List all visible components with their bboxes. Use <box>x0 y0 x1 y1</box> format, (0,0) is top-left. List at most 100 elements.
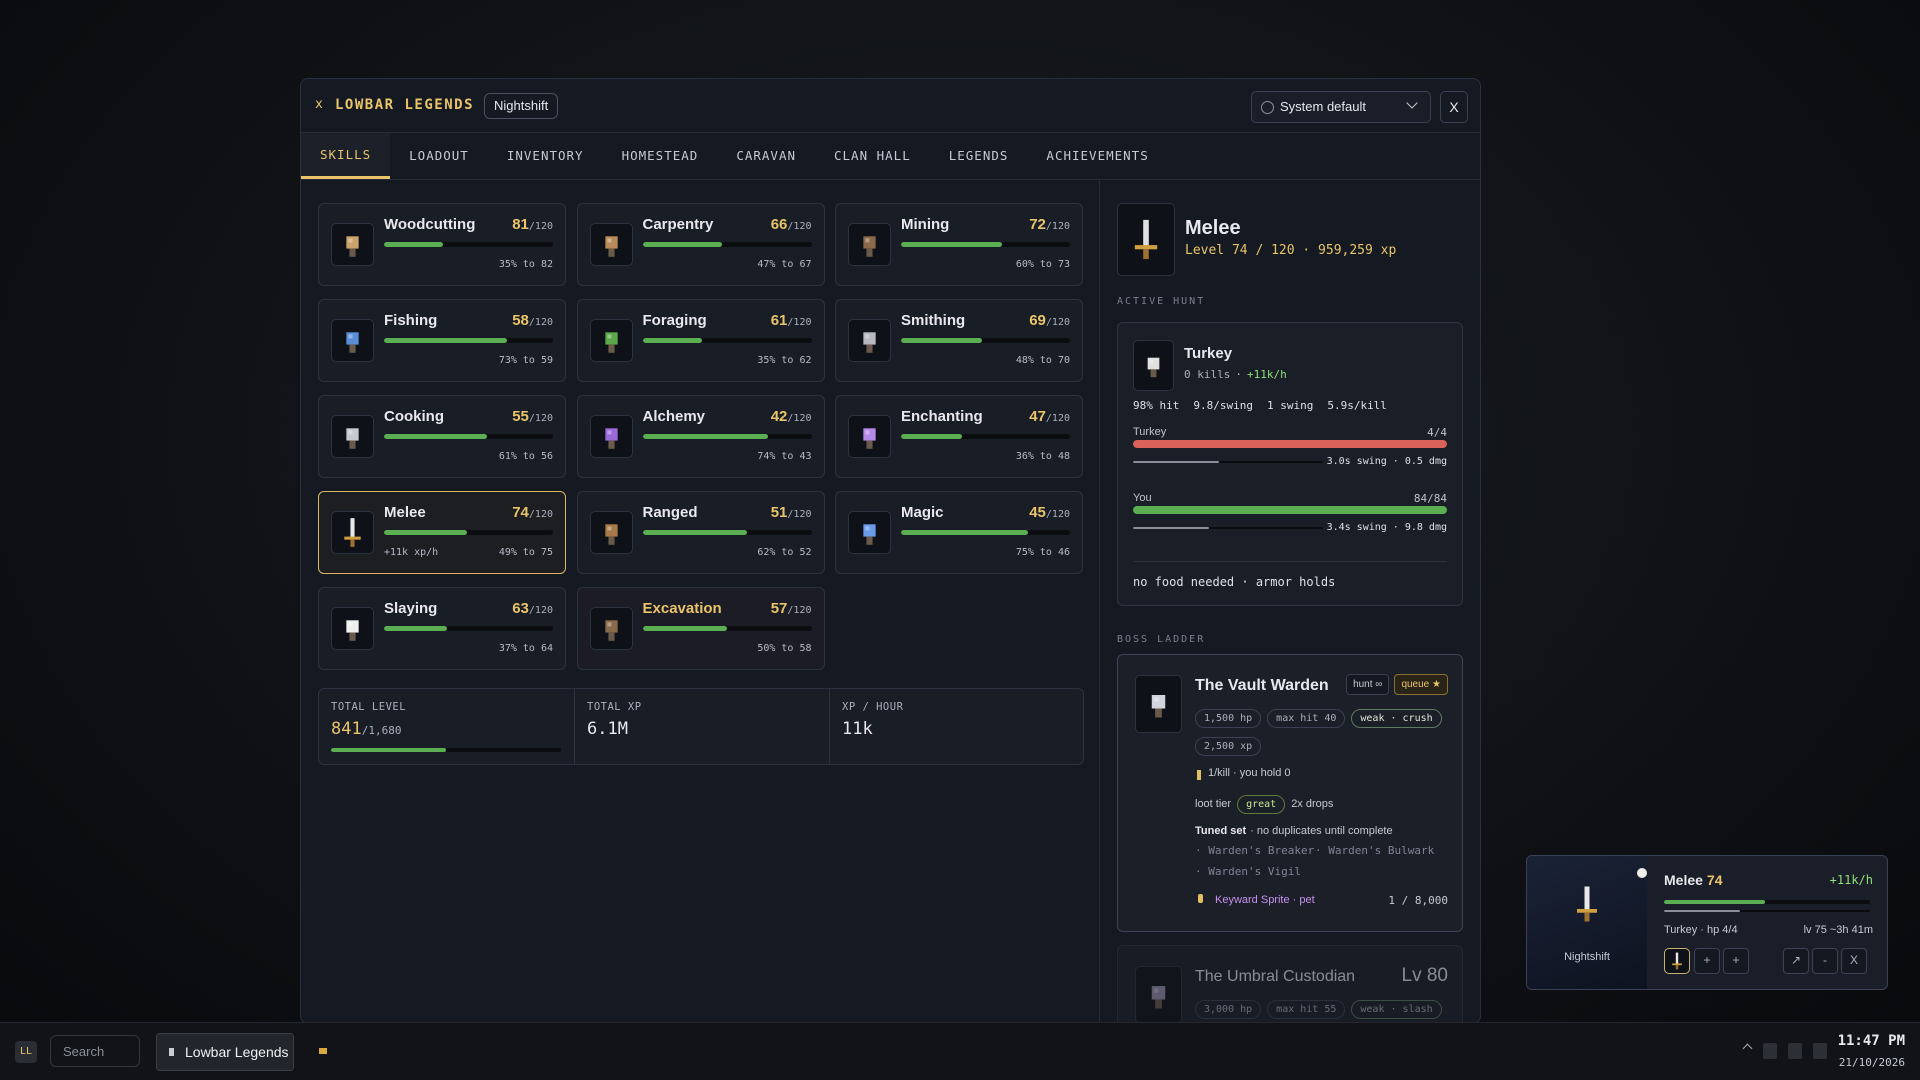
skill-bar-fill <box>642 338 702 343</box>
skill-card[interactable]: Excavation 57/120 50% to 58 <box>576 587 825 670</box>
boss-level: Lv 80 <box>1401 965 1448 986</box>
tag-row: 2,500 xp <box>1195 736 1267 756</box>
icon <box>863 236 876 257</box>
app-window: x LOWBAR LEGENDS Nightshift System default X… <box>300 78 1481 1024</box>
tab[interactable]: SKILLS <box>301 133 391 179</box>
search-box[interactable]: Search <box>50 1035 140 1067</box>
skill-bar-track <box>901 242 1070 247</box>
skill-card[interactable]: Magic 45/120 75% to 46 <box>835 491 1083 574</box>
icon-pixel <box>349 632 356 641</box>
boss-action[interactable]: queue ★ <box>1394 674 1448 695</box>
skill-card[interactable]: Alchemy 42/120 74% to 43 <box>576 395 825 478</box>
icon-box <box>1135 675 1182 733</box>
tab[interactable]: CLAN HALL <box>834 148 911 163</box>
icon-box <box>848 223 891 266</box>
icon-pixel <box>606 334 611 339</box>
hunt-kills-line: 0 kills · +11k/h <box>1184 368 1287 381</box>
icon <box>346 332 359 353</box>
progress-label: 75% to 46 <box>1015 547 1070 558</box>
widget-rate: +11k/h <box>1829 873 1873 887</box>
app-icon <box>169 1048 174 1056</box>
icon <box>346 620 359 641</box>
skill-name: Woodcutting <box>384 216 476 233</box>
tab[interactable]: LEGENDS <box>948 148 1009 163</box>
skill-bar-fill <box>384 626 447 631</box>
icon-box <box>331 319 374 362</box>
widget-button[interactable]: X <box>1841 948 1867 974</box>
hunt-stat: 5.9s/kill <box>1327 399 1387 412</box>
level-max: /120 <box>1045 221 1070 232</box>
skill-card[interactable]: Woodcutting 81/120 35% to 82 <box>318 203 566 286</box>
skill-bar-track <box>642 626 812 631</box>
skill-name: Mining <box>901 216 950 233</box>
progress-label: 37% to 64 <box>498 643 553 654</box>
tab[interactable]: CARAVAN <box>736 148 796 163</box>
icon-box <box>331 607 374 650</box>
skill-bar-track <box>384 434 553 439</box>
widget-button[interactable]: - <box>1812 948 1838 974</box>
profile-pill[interactable]: Nightshift <box>484 93 559 119</box>
skill-card[interactable]: Slaying 63/120 37% to 64 <box>318 587 566 670</box>
close-button[interactable]: X <box>1440 91 1468 123</box>
icon-pixel <box>866 248 873 257</box>
total-label: TOTAL XP <box>587 701 642 713</box>
tab[interactable]: ACHIEVEMENTS <box>1046 148 1149 163</box>
total-value: 841/1,680 <box>331 719 401 739</box>
skill-card[interactable]: Enchanting 47/120 36% to 48 <box>835 395 1083 478</box>
icon-pixel <box>1150 369 1157 378</box>
skill-name: Melee <box>384 504 426 521</box>
swing-timer-fill <box>1133 461 1219 463</box>
tab[interactable]: HOMESTEAD <box>621 148 699 163</box>
skill-card[interactable]: Mining 72/120 60% to 73 <box>835 203 1083 286</box>
tab[interactable]: LOADOUT <box>409 148 469 163</box>
taskbar-app[interactable]: Lowbar Legends <box>156 1033 294 1071</box>
level-max: /120 <box>787 509 812 520</box>
widget-button[interactable]: + <box>1723 948 1749 974</box>
skill-bar-track <box>642 530 812 535</box>
theme-dropdown[interactable]: System default <box>1251 91 1431 123</box>
hunt-rate: +11k/h <box>1246 368 1287 381</box>
icon-pixel <box>1143 219 1149 248</box>
combatant-hp: 4/4 <box>1427 426 1447 439</box>
icon-box <box>1135 966 1182 1023</box>
skill-card[interactable]: Carpentry 66/120 47% to 67 <box>576 203 825 286</box>
skill-bar-track <box>642 338 812 343</box>
skill-bar-track <box>901 338 1070 343</box>
widget-button[interactable]: + <box>1694 948 1720 974</box>
skill-card[interactable]: Fishing 58/120 73% to 59 <box>318 299 566 382</box>
hp-bar-track <box>1133 440 1447 448</box>
level-value: 45 <box>1029 504 1046 521</box>
skill-card[interactable]: Melee 74/120 49% to 75 +11k xp/h <box>318 491 566 574</box>
set-line: Tuned set · no duplicates until complete <box>1195 825 1393 837</box>
hunt-kills: 0 kills <box>1184 368 1231 381</box>
hunt-stats: 98% hit 9.8/swing 1 swing 5.9s/kill <box>1133 399 1401 412</box>
skill-rate: +11k xp/h <box>384 547 439 558</box>
icon-pixel <box>606 430 611 435</box>
skill-bar-fill <box>384 530 467 535</box>
skill-card[interactable]: Foraging 61/120 35% to 62 <box>576 299 825 382</box>
tag: 3,000 hp <box>1195 1000 1262 1019</box>
start-logo[interactable]: LL <box>15 1041 37 1063</box>
icon-box <box>1664 948 1690 974</box>
icon-pixel <box>349 440 356 449</box>
boss-action[interactable]: hunt ∞ <box>1346 674 1390 695</box>
hp-bar-fill <box>1133 506 1447 514</box>
level-max: /120 <box>1045 509 1070 520</box>
skill-card[interactable]: Cooking 55/120 61% to 56 <box>318 395 566 478</box>
icon-pixel <box>1584 886 1590 912</box>
skill-level: 74/120 <box>512 504 553 522</box>
total-cell: TOTAL LEVEL 841/1,680 <box>319 689 574 764</box>
icon-pixel <box>1151 986 1166 1000</box>
widget-button[interactable]: ↗ <box>1783 948 1809 974</box>
set-label: Tuned set <box>1195 825 1247 837</box>
icon-pixel <box>866 344 873 353</box>
icon-pixel <box>607 248 615 257</box>
tab[interactable]: INVENTORY <box>506 148 584 163</box>
icon-pixel <box>607 440 615 449</box>
icon-pixel <box>344 536 361 540</box>
skill-level: 72/120 <box>1029 216 1070 234</box>
theme-label: System default <box>1280 99 1366 114</box>
skill-card[interactable]: Smithing 69/120 48% to 70 <box>835 299 1083 382</box>
divider <box>1133 561 1447 562</box>
skill-card[interactable]: Ranged 51/120 62% to 52 <box>576 491 825 574</box>
